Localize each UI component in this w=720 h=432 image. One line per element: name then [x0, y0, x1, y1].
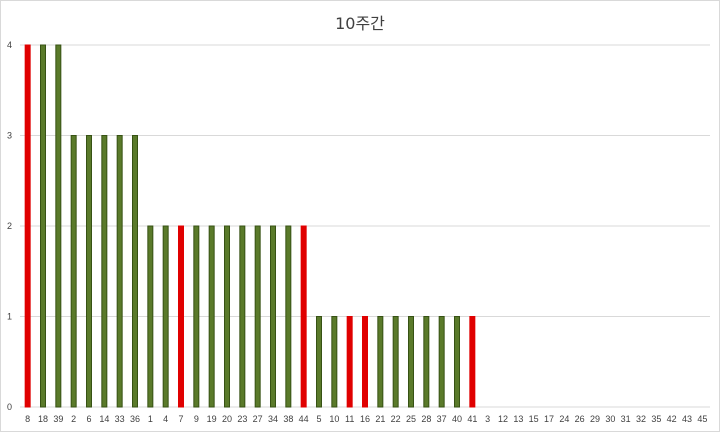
bar	[331, 316, 338, 408]
x-tick-label: 10	[329, 414, 339, 424]
bar-highlighted	[178, 225, 184, 408]
bar	[408, 316, 414, 408]
x-tick-label: 27	[253, 414, 263, 424]
bar-highlighted	[362, 316, 368, 408]
x-tick-label: 11	[345, 414, 354, 424]
x-tick-label: 13	[513, 414, 523, 424]
bar	[162, 225, 169, 408]
x-tick-label: 23	[237, 414, 247, 424]
bar	[101, 135, 108, 408]
bar	[285, 225, 292, 408]
x-tick-label: 42	[667, 414, 677, 424]
x-tick-label: 18	[38, 414, 48, 424]
bar	[55, 44, 62, 408]
x-tick-label: 6	[86, 414, 91, 424]
bar	[86, 135, 92, 408]
x-tick-label: 17	[544, 414, 554, 424]
bar-highlighted	[469, 316, 476, 408]
x-tick-label: 37	[437, 414, 447, 424]
bar-highlighted	[300, 225, 307, 408]
chart-title: 10주간	[335, 14, 385, 33]
x-tick-label: 5	[316, 414, 321, 424]
x-tick-label: 16	[360, 414, 370, 424]
bar	[316, 316, 322, 408]
y-tick-label: 1	[7, 312, 12, 322]
x-tick-label: 26	[575, 414, 585, 424]
x-tick-label: 8	[25, 414, 30, 424]
y-tick-label: 3	[7, 131, 12, 141]
bar	[377, 316, 384, 408]
x-tick-label: 3	[485, 414, 490, 424]
x-tick-label: 38	[283, 414, 293, 424]
x-tick-label: 30	[605, 414, 615, 424]
x-tick-label: 4	[163, 414, 168, 424]
x-tick-label: 1	[148, 414, 153, 424]
x-tick-label: 36	[130, 414, 140, 424]
x-tick-label: 44	[299, 414, 309, 424]
bar	[270, 225, 276, 408]
bar	[70, 135, 77, 408]
x-tick-label: 2	[71, 414, 76, 424]
bar	[423, 316, 430, 408]
bar-highlighted	[24, 44, 31, 408]
x-tick-label: 21	[375, 414, 385, 424]
bar	[438, 316, 445, 408]
x-tick-label: 41	[467, 414, 477, 424]
y-tick-label: 4	[7, 40, 12, 50]
x-tick-label: 43	[682, 414, 692, 424]
bar-highlighted	[346, 316, 353, 408]
x-tick-label: 39	[53, 414, 63, 424]
x-tick-label: 7	[178, 414, 183, 424]
bar	[208, 225, 215, 408]
x-tick-label: 35	[651, 414, 661, 424]
x-tick-label: 33	[115, 414, 125, 424]
bar	[132, 135, 138, 408]
x-tick-label: 28	[421, 414, 431, 424]
y-tick-label: 2	[7, 221, 12, 231]
bar	[454, 316, 460, 408]
bar	[193, 225, 200, 408]
x-tick-label: 25	[406, 414, 416, 424]
x-tick-label: 20	[222, 414, 232, 424]
x-tick-label: 15	[529, 414, 539, 424]
x-tick-label: 9	[194, 414, 199, 424]
bar	[116, 135, 123, 408]
x-tick-label: 34	[268, 414, 278, 424]
x-tick-label: 45	[697, 414, 707, 424]
x-tick-label: 24	[559, 414, 569, 424]
bar	[392, 316, 399, 408]
bar	[239, 225, 246, 408]
bar	[254, 225, 261, 408]
x-tick-label: 22	[391, 414, 401, 424]
bar	[224, 225, 230, 408]
x-tick-label: 31	[621, 414, 631, 424]
x-tick-label: 29	[590, 414, 600, 424]
bar	[147, 225, 154, 408]
x-tick-label: 40	[452, 414, 462, 424]
y-tick-label: 0	[7, 402, 12, 412]
x-tick-label: 12	[498, 414, 508, 424]
bar	[40, 44, 46, 408]
x-tick-label: 14	[99, 414, 109, 424]
x-tick-label: 32	[636, 414, 646, 424]
x-tick-label: 19	[207, 414, 217, 424]
